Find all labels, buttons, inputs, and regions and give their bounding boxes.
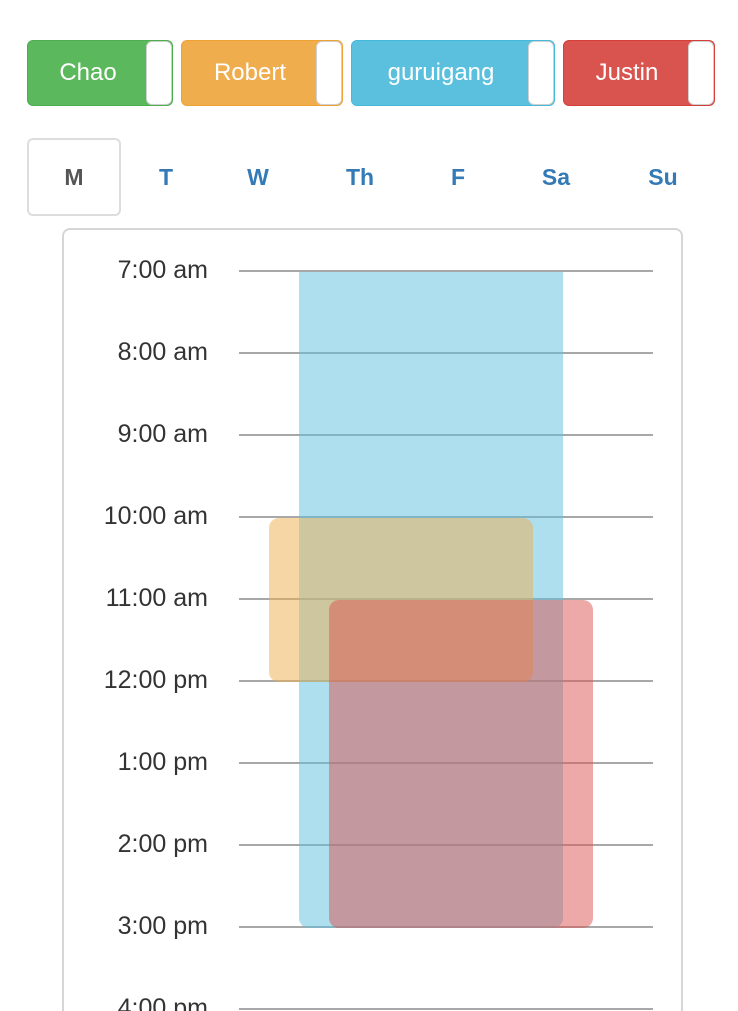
- toggle-robert[interactable]: Robert: [181, 40, 343, 106]
- tab-wednesday[interactable]: W: [247, 163, 269, 190]
- toggle-justin-label: Justin: [595, 59, 659, 86]
- toggle-robert-knob[interactable]: [316, 41, 342, 105]
- tab-saturday[interactable]: Sa: [541, 163, 571, 190]
- toggle-justin[interactable]: Justin: [563, 40, 715, 106]
- time-label-10am: 10:00 am: [103, 502, 208, 530]
- toggle-chao-knob[interactable]: [146, 41, 172, 105]
- tab-thursday[interactable]: Th: [345, 163, 375, 190]
- tab-sunday[interactable]: Su: [648, 163, 678, 190]
- schedule-panel: 7:00 am 8:00 am 9:00 am 10:00 am 11:00 a…: [62, 228, 683, 1011]
- toggle-chao-label: Chao: [59, 59, 117, 86]
- time-label-4pm: 4:00 pm: [117, 994, 208, 1011]
- hour-line: [239, 270, 653, 272]
- toggle-robert-label: Robert: [213, 59, 287, 86]
- tab-monday[interactable]: M: [27, 138, 121, 216]
- time-label-12pm: 12:00 pm: [103, 666, 208, 694]
- time-label-11am: 11:00 am: [105, 584, 208, 612]
- time-label-7am: 7:00 am: [117, 256, 208, 284]
- time-label-1pm: 1:00 pm: [117, 748, 208, 776]
- toggle-guruigang-label: guruigang: [387, 59, 495, 86]
- availability-block-justin[interactable]: [329, 600, 593, 928]
- tab-tuesday[interactable]: T: [158, 163, 174, 190]
- toggle-justin-knob[interactable]: [688, 41, 714, 105]
- toggle-chao[interactable]: Chao: [27, 40, 173, 106]
- time-label-9am: 9:00 am: [117, 420, 208, 448]
- toggle-guruigang-knob[interactable]: [528, 41, 554, 105]
- time-label-8am: 8:00 am: [117, 338, 208, 366]
- time-label-3pm: 3:00 pm: [117, 912, 208, 940]
- toggle-guruigang[interactable]: guruigang: [351, 40, 555, 106]
- tab-friday[interactable]: F: [450, 163, 466, 190]
- hour-line: [239, 1008, 653, 1010]
- time-label-2pm: 2:00 pm: [117, 830, 208, 858]
